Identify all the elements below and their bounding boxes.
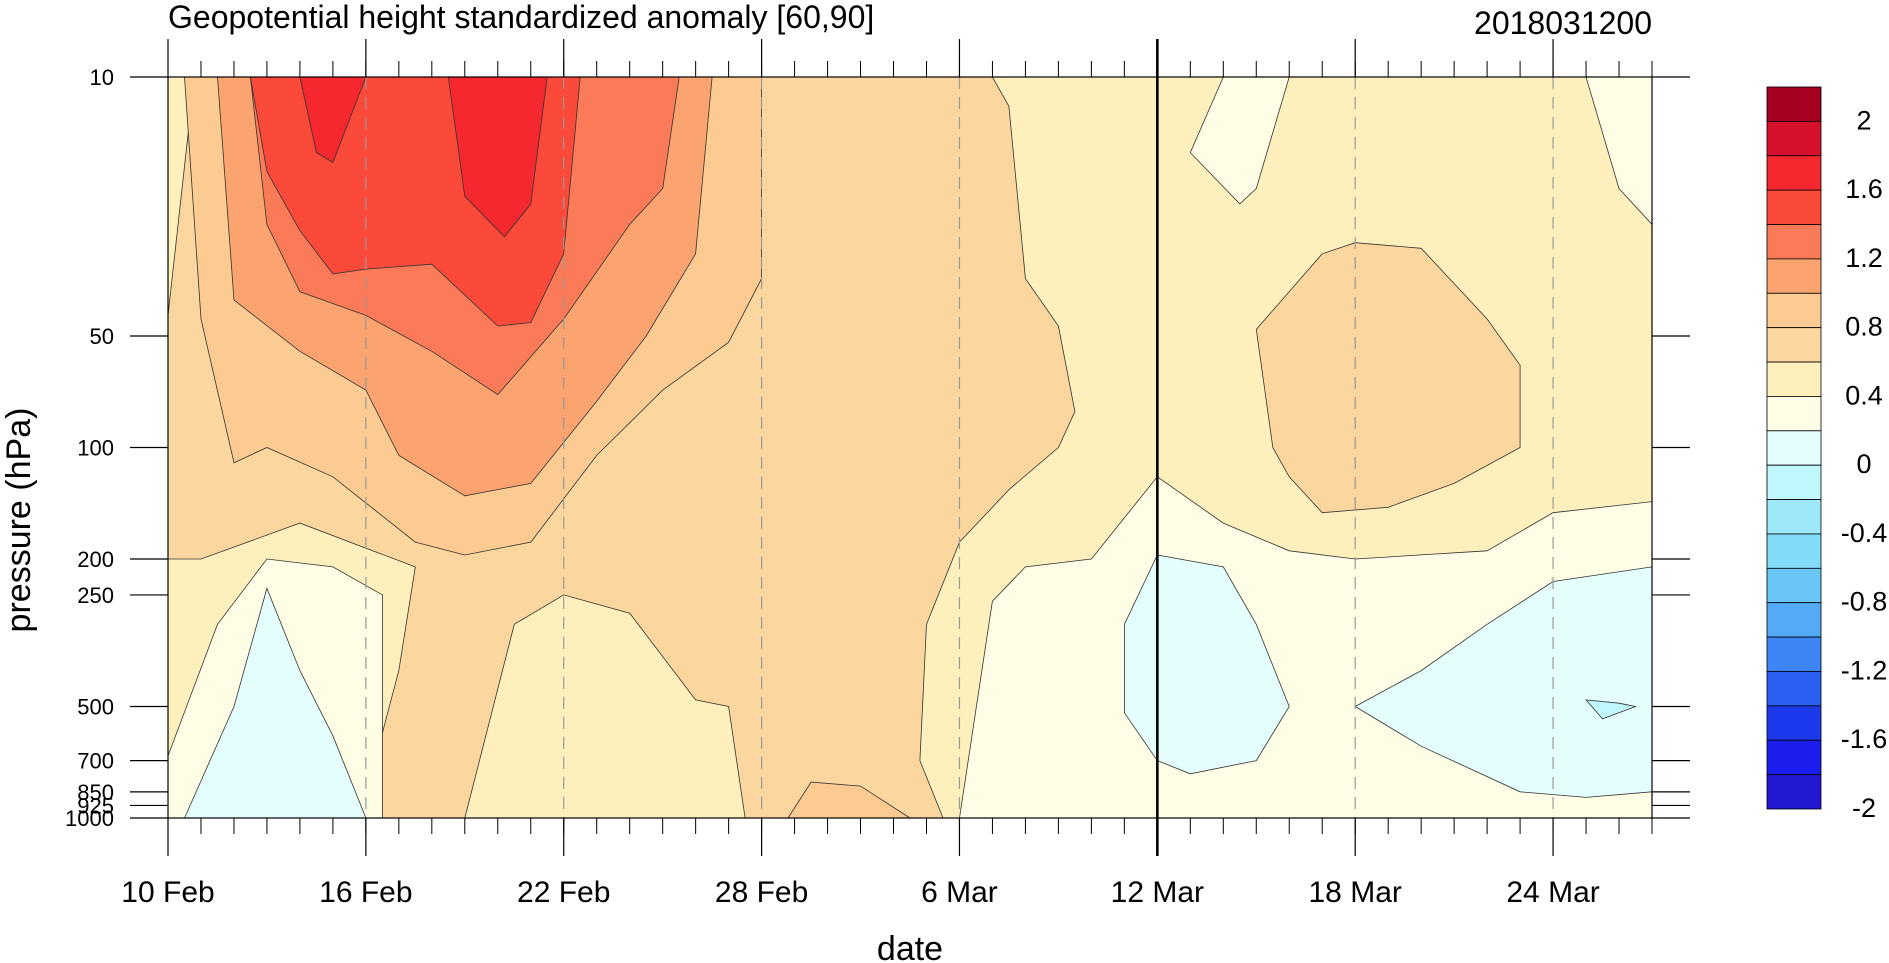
x-tick-label: 22 Feb	[517, 876, 610, 909]
contour-region-3	[464, 594, 746, 819]
colorbar-label: 0	[1856, 449, 1871, 479]
colorbar-swatch	[1766, 396, 1822, 432]
x-tick-label: 12 Mar	[1111, 876, 1204, 909]
colorbar-label: -1.6	[1841, 724, 1888, 754]
x-tick-label: 24 Mar	[1506, 876, 1599, 909]
y-tick-label: 50	[90, 324, 114, 349]
colorbar-swatch	[1766, 86, 1822, 122]
colorbar-swatch	[1766, 567, 1822, 604]
colorbar-swatch	[1766, 120, 1822, 157]
chart-subtitle: 2018031200	[1474, 5, 1652, 41]
y-tick-label: 10	[90, 65, 114, 90]
plot-regions	[167, 76, 1653, 819]
x-tick-label: 6 Mar	[921, 876, 998, 909]
colorbar-label: 0.8	[1845, 312, 1883, 342]
colorbar-label: -1.2	[1841, 655, 1888, 685]
colorbar-swatch	[1766, 533, 1822, 569]
x-axis-label: date	[877, 930, 943, 963]
colorbar-swatch	[1766, 671, 1822, 707]
contour-region-12	[1585, 699, 1637, 720]
y-tick-label: 925	[77, 793, 114, 818]
y-tick-label: 700	[77, 749, 114, 774]
x-tick-label: 16 Feb	[319, 876, 412, 909]
colorbar-swatch	[1766, 602, 1822, 638]
colorbar-swatch	[1766, 361, 1822, 397]
colorbar-swatch	[1766, 774, 1822, 810]
x-tick-label: 18 Mar	[1309, 876, 1402, 909]
y-axis-label: pressure (hPa)	[0, 408, 38, 633]
colorbar-swatch	[1766, 155, 1822, 191]
x-tick-label: 28 Feb	[715, 876, 808, 909]
x-axis: 10 Feb 16 Feb 22 Feb 28 Feb 6 Mar 12 Mar 18 Ma…	[121, 39, 1653, 909]
colorbar-label: 0.4	[1845, 380, 1883, 410]
colorbar-swatch	[1766, 258, 1822, 294]
colorbar-swatch	[1766, 705, 1822, 741]
colorbar-swatch	[1766, 327, 1822, 363]
colorbar-swatch	[1766, 739, 1822, 776]
colorbar-swatch	[1766, 499, 1822, 535]
y-tick-label: 500	[77, 694, 114, 719]
colorbar-swatch	[1766, 464, 1822, 500]
y-tick-label: 100	[77, 436, 114, 461]
y-tick-label: 200	[77, 547, 114, 572]
colorbar-swatch	[1766, 224, 1822, 260]
colorbar: 2 1.6 1.2 0.8 0.4 0 -0.4 -0.8 -1.2 -1.6 -2	[1766, 86, 1888, 823]
colorbar-label: -0.8	[1841, 587, 1888, 617]
colorbar-label: 2	[1856, 105, 1871, 135]
colorbar-swatch	[1766, 636, 1822, 672]
x-tick-label: 10 Feb	[121, 876, 214, 909]
colorbar-label: -0.4	[1841, 518, 1888, 548]
colorbar-swatch	[1766, 189, 1822, 225]
colorbar-label: 1.2	[1845, 243, 1883, 273]
contour-region-10	[1124, 554, 1290, 775]
y-tick-label: 1000	[65, 806, 114, 831]
y-tick-label: 250	[77, 583, 114, 608]
chart-title: Geopotential height standardized anomaly…	[168, 0, 874, 35]
colorbar-swatch	[1766, 430, 1822, 466]
colorbar-label: -2	[1852, 793, 1876, 823]
y-tick-label: 850	[77, 780, 114, 805]
colorbar-swatch	[1766, 292, 1822, 329]
plot-frame	[167, 39, 1653, 856]
colorbar-label: 1.6	[1845, 174, 1883, 204]
